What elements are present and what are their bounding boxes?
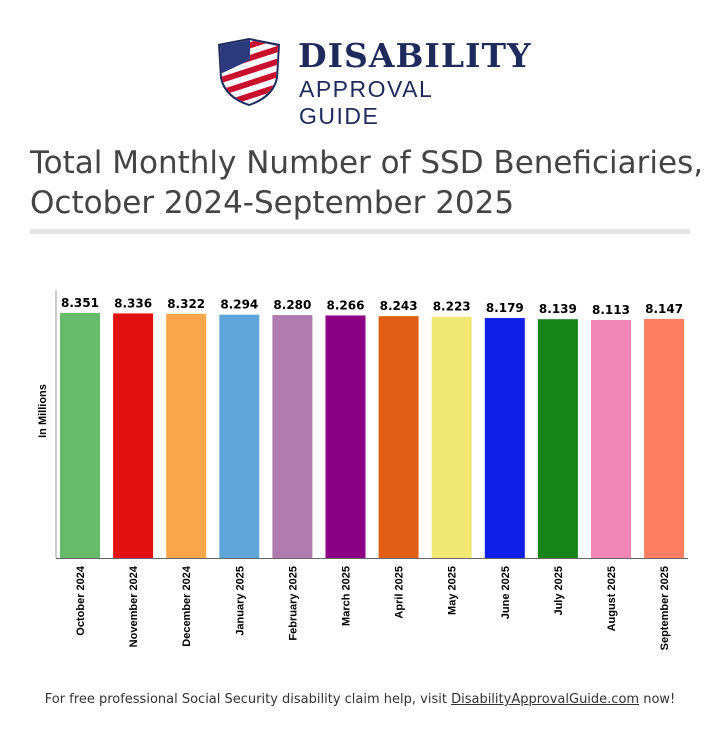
x-tick-label: December 2024 xyxy=(181,565,193,647)
y-axis-label: In Millions xyxy=(37,384,49,438)
bar xyxy=(378,316,419,558)
footer-suffix: now! xyxy=(639,692,676,707)
brand-name: DISABILITY xyxy=(298,36,532,75)
data-label: 8.280 xyxy=(273,298,311,312)
x-tick-label: October 2024 xyxy=(75,565,87,636)
bar xyxy=(537,319,578,558)
x-tick-label: May 2025 xyxy=(447,566,459,615)
bar xyxy=(644,318,685,558)
x-tick-label: September 2025 xyxy=(659,566,671,650)
x-tick-label: July 2025 xyxy=(553,566,565,616)
x-tick-label: February 2025 xyxy=(287,566,299,641)
bar xyxy=(591,319,631,558)
data-label: 8.322 xyxy=(167,297,205,311)
bar xyxy=(325,315,366,558)
x-tick-label: November 2024 xyxy=(128,565,140,647)
bar xyxy=(166,313,207,558)
bar xyxy=(113,313,154,558)
data-label: 8.294 xyxy=(220,298,258,312)
brand-subtitle: APPROVAL GUIDE xyxy=(299,76,433,129)
bar xyxy=(272,315,313,558)
data-label: 8.351 xyxy=(61,296,99,310)
title-line-2: October 2024-September 2025 xyxy=(30,185,515,221)
logo: DISABILITY APPROVAL GUIDE xyxy=(216,36,531,129)
bar xyxy=(431,316,472,558)
footer-text: For free professional Social Security di… xyxy=(44,692,452,707)
x-tick-label: January 2025 xyxy=(234,566,246,636)
data-label: 8.147 xyxy=(645,302,683,316)
page-title: Total Monthly Number of SSD Beneficiarie… xyxy=(30,143,710,223)
data-label: 8.243 xyxy=(380,299,418,313)
data-label: 8.113 xyxy=(592,303,630,317)
data-label: 8.223 xyxy=(433,300,471,314)
title-divider xyxy=(30,229,690,234)
data-label: 8.179 xyxy=(486,301,524,315)
data-label: 8.266 xyxy=(327,298,365,312)
bar xyxy=(484,318,525,558)
x-tick-label: March 2025 xyxy=(341,566,353,626)
x-tick-label: April 2025 xyxy=(394,566,406,619)
x-tick-label: August 2025 xyxy=(606,566,618,631)
data-label: 8.336 xyxy=(114,296,152,310)
bar xyxy=(60,312,100,558)
title-line-1: Total Monthly Number of SSD Beneficiarie… xyxy=(30,145,704,181)
footer-link[interactable]: DisabilityApprovalGuide.com xyxy=(451,692,640,707)
data-label: 8.139 xyxy=(539,302,577,316)
shield-flag-icon xyxy=(218,38,280,106)
x-tick-label: June 2025 xyxy=(500,566,512,619)
bar-chart: In Millions 8.351 October 2024 8.336 Novemb… xyxy=(37,290,688,650)
footer: For free professional Social Security di… xyxy=(0,692,720,707)
bar xyxy=(219,314,260,558)
